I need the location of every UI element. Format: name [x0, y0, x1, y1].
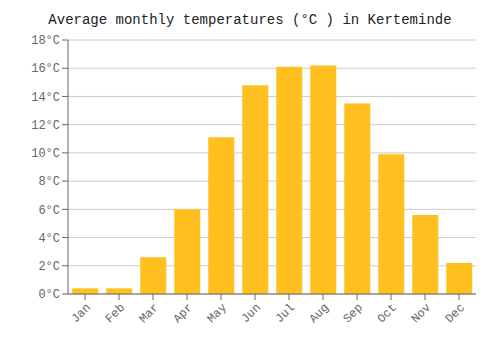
- svg-text:Nov: Nov: [409, 301, 434, 326]
- svg-text:Oct: Oct: [375, 301, 400, 326]
- svg-text:Mar: Mar: [137, 301, 162, 326]
- svg-text:10°C: 10°C: [31, 147, 60, 161]
- svg-text:Sep: Sep: [341, 301, 366, 326]
- svg-text:May: May: [205, 301, 230, 326]
- svg-text:Dec: Dec: [443, 301, 468, 326]
- svg-text:Jul: Jul: [273, 301, 298, 326]
- svg-text:0°C: 0°C: [38, 288, 60, 302]
- svg-text:Aug: Aug: [307, 301, 332, 326]
- svg-text:2°C: 2°C: [38, 260, 60, 274]
- svg-text:18°C: 18°C: [31, 34, 60, 48]
- svg-text:16°C: 16°C: [31, 62, 60, 76]
- svg-text:4°C: 4°C: [38, 232, 60, 246]
- svg-text:Jan: Jan: [69, 301, 94, 326]
- svg-text:12°C: 12°C: [31, 119, 60, 133]
- svg-text:6°C: 6°C: [38, 204, 60, 218]
- svg-text:14°C: 14°C: [31, 91, 60, 105]
- svg-text:Feb: Feb: [103, 301, 128, 326]
- svg-text:Jun: Jun: [239, 301, 264, 326]
- svg-text:Apr: Apr: [171, 301, 196, 326]
- svg-text:8°C: 8°C: [38, 175, 60, 189]
- html-text:Average monthly temperatures (: Average monthly temperatures (°C ) in Ke…: [48, 12, 452, 28]
